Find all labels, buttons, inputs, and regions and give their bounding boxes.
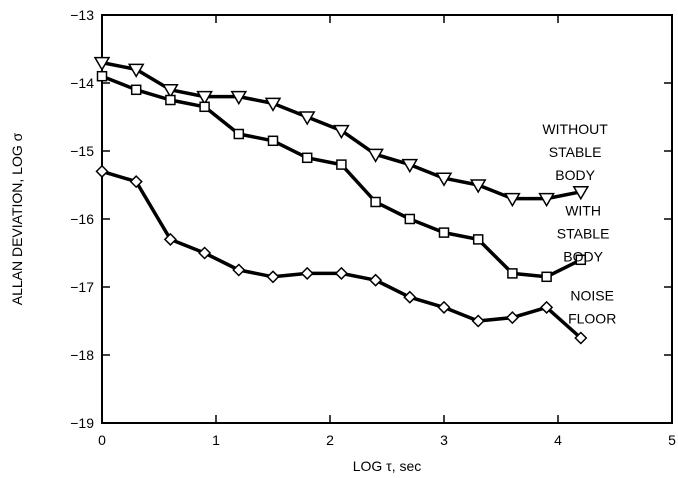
y-tick-label: −19: [70, 415, 94, 431]
diamond-marker: [300, 266, 314, 280]
series-layer: [93, 56, 590, 345]
x-tick-label: 0: [98, 432, 106, 448]
square-marker: [575, 254, 587, 266]
x-tick-label: 2: [326, 432, 334, 448]
plot-frame: [101, 14, 673, 424]
diamond-marker: [574, 331, 588, 345]
diamond-marker: [540, 300, 554, 314]
x-tick-label: 5: [668, 432, 676, 448]
x-axis-title: LOG τ, sec: [353, 458, 422, 474]
square-marker: [96, 70, 108, 82]
x-tick-label: 4: [554, 432, 562, 448]
series-line: [101, 74, 582, 279]
diamond-marker: [266, 270, 280, 284]
triangle-marker: [401, 158, 419, 174]
square-marker: [301, 152, 313, 164]
diamond-marker: [95, 164, 109, 178]
series-annotation: WITHOUT STABLE BODY: [542, 121, 608, 183]
diamond-marker: [232, 263, 246, 277]
triangle-marker: [230, 90, 248, 106]
series-diamond: [95, 164, 588, 345]
annotation-line: WITH: [565, 203, 601, 219]
square-marker: [438, 227, 450, 238]
square-marker: [267, 135, 279, 147]
y-tick-label: −17: [70, 279, 94, 295]
diamond-marker: [198, 246, 212, 260]
diamond-marker: [163, 232, 177, 246]
triangle-marker: [435, 172, 453, 187]
diamond-marker: [505, 311, 519, 325]
triangle-marker: [333, 124, 350, 140]
series-annotation: NOISE FLOOR: [568, 288, 616, 327]
square-marker: [541, 271, 552, 283]
diamond-marker: [403, 290, 417, 304]
triangle-marker: [504, 192, 521, 208]
triangle-marker: [572, 186, 590, 201]
square-marker: [233, 128, 245, 140]
annotation-line: FLOOR: [568, 311, 616, 327]
y-tick-label: −15: [70, 143, 94, 159]
triangle-marker: [127, 63, 145, 78]
series-annotation: WITH STABLE BODY: [557, 203, 610, 265]
x-tick-label: 3: [440, 432, 448, 448]
square-marker: [507, 268, 518, 279]
triangle-marker: [538, 192, 555, 208]
square-marker: [404, 213, 416, 225]
triangle-marker: [367, 148, 384, 163]
y-tick-label: −16: [70, 211, 94, 227]
diamond-marker: [471, 314, 485, 328]
diamond-marker: [129, 175, 143, 189]
square-marker: [165, 94, 176, 106]
triangle-marker: [469, 179, 487, 194]
triangle-marker: [196, 90, 213, 106]
annotation-line: STABLE: [557, 226, 610, 242]
annotation-line: NOISE: [570, 288, 614, 304]
square-marker: [370, 196, 381, 208]
diamond-marker: [369, 273, 383, 287]
square-marker: [336, 159, 347, 170]
x-tick-label: 1: [212, 432, 220, 448]
series-square: [96, 70, 587, 283]
annotation-layer: WITHOUT STABLE BODY WITH STABLE BODY NOISE FLOO…: [542, 121, 616, 327]
square-marker: [199, 101, 210, 113]
x-axis-ticks: 0 1 2 3 4 5: [98, 15, 676, 448]
square-marker: [472, 234, 484, 245]
annotation-line: BODY: [563, 249, 603, 265]
y-tick-label: −14: [70, 75, 94, 91]
triangle-marker: [264, 97, 282, 112]
square-marker: [130, 84, 142, 96]
diamond-marker: [437, 300, 451, 314]
series-triangle-down: [93, 56, 590, 208]
diamond-marker: [334, 266, 348, 280]
triangle-marker: [162, 84, 179, 99]
annotation-line: WITHOUT: [542, 121, 608, 137]
y-axis-ticks: −13 −14 −15 −16 −17 −18 −19: [70, 7, 672, 431]
triangle-marker: [298, 111, 316, 126]
y-tick-label: −13: [70, 7, 94, 23]
annotation-line: BODY: [555, 167, 595, 183]
triangle-marker: [93, 56, 111, 72]
annotation-line: STABLE: [549, 144, 602, 160]
y-tick-label: −18: [70, 347, 94, 363]
y-axis-title: ALLAN DEVIATION, LOG σ: [9, 132, 25, 305]
